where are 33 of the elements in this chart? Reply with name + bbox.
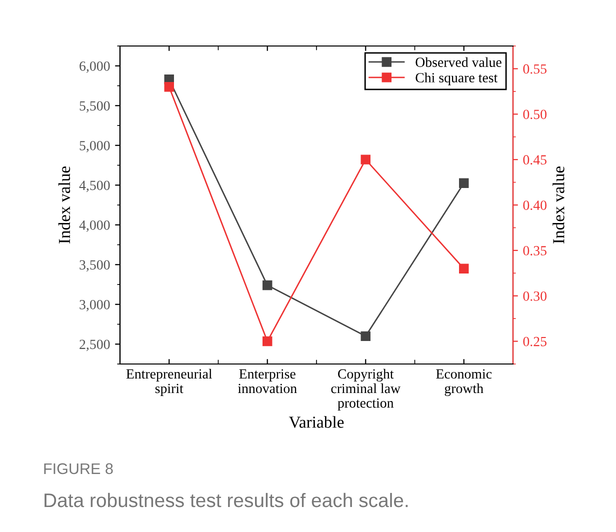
point xyxy=(459,264,469,274)
y-tick-label: 3,000 xyxy=(80,300,110,312)
x-tick-label: Economic growth xyxy=(436,369,492,396)
text: Data robustness test results of each scale. xyxy=(44,492,408,508)
y2-tick-label: 0.35 xyxy=(523,246,546,256)
y2-tick-label: 0.25 xyxy=(523,336,546,346)
x-axis-title: Variable xyxy=(288,416,344,428)
point xyxy=(262,280,272,290)
point xyxy=(360,331,370,342)
caption: FIGURE 8 xyxy=(44,463,113,474)
y2-tick-label: 0.45 xyxy=(523,155,546,165)
y-tick-label: 4,000 xyxy=(79,220,110,232)
y-tick-label: 5,500 xyxy=(80,101,110,113)
y2-tick-label: 0.50 xyxy=(523,110,546,120)
x-tick-label: Entrepreneurial spirit xyxy=(126,368,212,396)
y2-tick-label: 0.30 xyxy=(523,291,546,301)
y-tick-label: 5,000 xyxy=(80,140,110,152)
x-tick-label: Enterprise innovation xyxy=(238,369,297,394)
legend-label: Observed value xyxy=(416,57,502,67)
y-tick-label: 2,500 xyxy=(80,340,110,352)
point xyxy=(360,154,370,164)
point xyxy=(164,82,174,92)
x-tick-label: Copyright criminal law protection xyxy=(331,368,400,411)
y-tick-label: 3,500 xyxy=(80,260,110,272)
point xyxy=(262,336,272,346)
y2-tick-label: 0.55 xyxy=(523,64,546,74)
legend-label: Chi square test xyxy=(416,72,498,86)
y2-axis-title: Index value xyxy=(552,166,564,244)
y-tick-label: 6,000 xyxy=(80,61,110,73)
y-tick-label: 4,500 xyxy=(79,180,110,192)
y2-tick-label: 0.40 xyxy=(523,200,546,210)
y-axis-title: Index value xyxy=(58,166,70,244)
point xyxy=(459,178,469,188)
